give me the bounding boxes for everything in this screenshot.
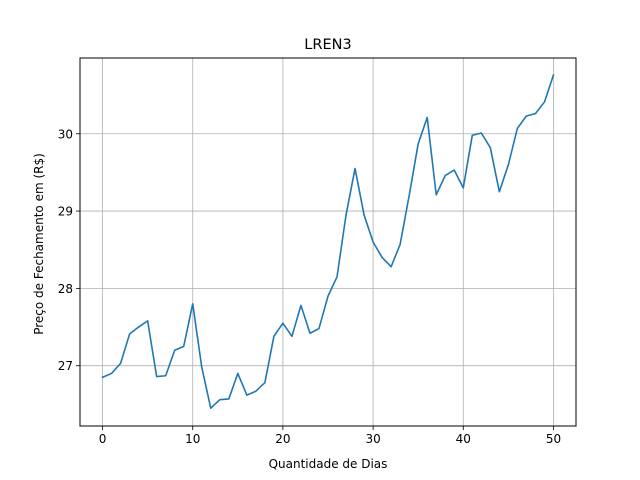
y-tick-label: 29 [58, 205, 73, 219]
x-tick-label: 50 [546, 432, 561, 446]
axis-ticks: 0 10 20 30 40 50 27 28 29 30 [58, 127, 561, 446]
x-tick-label: 20 [275, 432, 290, 446]
x-tick-label: 0 [99, 432, 107, 446]
series-layer [101, 73, 555, 410]
x-tick-label: 30 [365, 432, 380, 446]
y-tick-label: 27 [58, 359, 73, 373]
grid-lines [80, 58, 576, 426]
y-axis-label: Preço de Fechamento em (R$) [32, 153, 46, 335]
x-tick-label: 10 [185, 432, 200, 446]
series-line [101, 73, 555, 410]
x-tick-label: 40 [456, 432, 471, 446]
x-axis-label: Quantidade de Dias [269, 457, 388, 471]
y-tick-label: 30 [58, 127, 73, 141]
plot-frame [79, 57, 577, 427]
chart-title: LREN3 [304, 37, 351, 53]
y-tick-label: 28 [58, 282, 73, 296]
